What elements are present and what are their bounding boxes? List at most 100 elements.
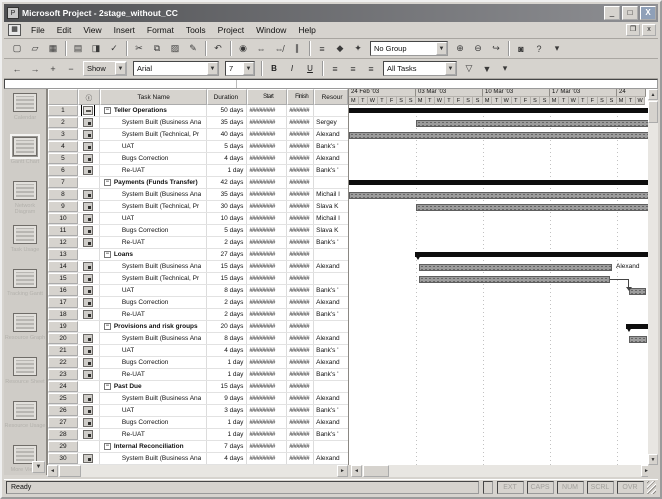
finish-cell[interactable]: ####### xyxy=(287,405,315,416)
indicator-cell[interactable] xyxy=(78,201,100,212)
column-header-duration[interactable]: Duration xyxy=(207,89,248,105)
table-row[interactable]: 12 Re-UAT 2 days ######### ####### Bank's ' xyxy=(48,237,348,249)
outdent-icon[interactable]: ← xyxy=(12,63,22,74)
start-cell[interactable]: ######### xyxy=(247,153,288,164)
indicator-cell[interactable] xyxy=(78,189,100,200)
indicator-cell[interactable] xyxy=(78,213,100,224)
summary-bar[interactable] xyxy=(626,324,652,329)
indicator-cell[interactable] xyxy=(78,129,100,140)
table-row[interactable]: 23 Re-UAT 1 day ######### ####### Bank's ' xyxy=(48,369,348,381)
indicator-cell[interactable] xyxy=(78,297,100,308)
resource-cell[interactable]: Bank's ' xyxy=(316,143,339,150)
task-name-cell[interactable]: − Past Due xyxy=(100,381,208,392)
indicator-cell[interactable] xyxy=(78,333,100,344)
collapse-icon[interactable]: − xyxy=(103,323,111,330)
start-cell[interactable]: ######### xyxy=(247,189,288,200)
resource-cell[interactable]: Sergey xyxy=(316,119,337,126)
doc-restore-button[interactable]: ❐ xyxy=(626,24,640,36)
resource-cell[interactable]: Michail I xyxy=(316,191,340,198)
resource-cell[interactable]: Bank's ' xyxy=(316,167,339,174)
indicator-cell[interactable] xyxy=(78,417,100,428)
duration-cell[interactable]: 8 days xyxy=(207,333,248,344)
task-name-cell[interactable]: System Built (Technical, Pr xyxy=(100,273,208,284)
indicator-cell[interactable] xyxy=(78,405,100,416)
chevron-down-icon[interactable]: ▼ xyxy=(243,62,254,75)
resource-cell[interactable] xyxy=(314,177,348,188)
duration-cell[interactable]: 20 days xyxy=(207,321,248,332)
column-header-task-name[interactable]: Task Name xyxy=(99,89,208,105)
duration-cell[interactable]: 2 days xyxy=(207,297,248,308)
show-dropdown[interactable]: Show ▼ xyxy=(83,61,127,76)
sidebar-item-resource-graph[interactable]: Resource Graph xyxy=(4,309,46,353)
duration-cell[interactable]: 35 days xyxy=(207,189,248,200)
resource-cell[interactable]: Slava K xyxy=(316,227,339,234)
task-bar[interactable] xyxy=(416,204,652,211)
table-row[interactable]: 19− Provisions and risk groups 20 days ####… xyxy=(48,321,348,333)
row-number-cell[interactable]: 17 xyxy=(48,297,78,308)
document-icon[interactable]: ▦ xyxy=(8,24,21,36)
indicator-cell[interactable] xyxy=(78,285,100,296)
table-row[interactable]: 13− Loans 27 days ######### ####### xyxy=(48,249,348,261)
row-number-cell[interactable]: 10 xyxy=(48,213,78,224)
resource-cell[interactable]: Bank's ' xyxy=(316,311,339,318)
row-number-cell[interactable]: 11 xyxy=(48,225,78,236)
close-button[interactable]: X xyxy=(640,6,656,20)
duration-cell[interactable]: 10 days xyxy=(207,213,248,224)
finish-cell[interactable]: ####### xyxy=(287,285,315,296)
column-header-finish[interactable]: Finish xyxy=(287,89,315,105)
vertical-scroll-thumb[interactable] xyxy=(648,101,658,123)
sidebar-item-more-views[interactable]: More Views xyxy=(4,441,46,475)
row-number-cell[interactable]: 12 xyxy=(48,237,78,248)
table-row[interactable]: 8 System Built (Business Ana 35 days ######… xyxy=(48,189,348,201)
task-bar[interactable] xyxy=(416,120,652,127)
indicator-cell[interactable] xyxy=(78,237,100,248)
chevron-down-icon[interactable]: ▼ xyxy=(207,62,218,75)
collapse-icon[interactable]: − xyxy=(103,179,111,186)
undo-icon[interactable]: ↶ xyxy=(214,43,222,53)
start-cell[interactable]: ######### xyxy=(247,213,288,224)
copy-icon[interactable]: ⧉ xyxy=(153,43,161,53)
menu-item-edit[interactable]: Edit xyxy=(56,25,72,35)
sidebar-item-gantt-chart[interactable]: Gantt Chart xyxy=(4,133,46,177)
row-number-cell[interactable]: 23 xyxy=(48,369,78,380)
underline-button[interactable]: U xyxy=(307,64,313,73)
indicator-column-header[interactable]: ⓘ xyxy=(77,89,100,105)
indicator-cell[interactable] xyxy=(78,117,100,128)
indicator-cell[interactable] xyxy=(78,369,100,380)
unlink-tasks-icon[interactable]: ⇎ xyxy=(274,43,284,54)
scroll-down-icon[interactable]: ▼ xyxy=(648,454,658,465)
start-cell[interactable]: ######### xyxy=(247,177,288,188)
task-name-cell[interactable]: UAT xyxy=(100,345,208,356)
zoom-in-icon[interactable]: ⊕ xyxy=(456,43,464,53)
viewbar-scroll-down-button[interactable]: ▼ xyxy=(32,461,45,473)
table-row[interactable]: 14 System Built (Business Ana 15 days #####… xyxy=(48,261,348,273)
table-row[interactable]: 9 System Built (Technical, Pr 30 days #####… xyxy=(48,201,348,213)
task-name-cell[interactable]: Re-UAT xyxy=(100,309,208,320)
duration-cell[interactable]: 30 days xyxy=(207,201,248,212)
collapse-icon[interactable]: − xyxy=(103,383,111,390)
chevron-down-icon[interactable]: ▼ xyxy=(445,62,456,75)
indicator-cell[interactable] xyxy=(78,393,100,404)
indicator-cell[interactable] xyxy=(78,441,100,452)
start-cell[interactable]: ######### xyxy=(247,201,288,212)
menu-item-tools[interactable]: Tools xyxy=(185,25,206,35)
start-cell[interactable]: ######### xyxy=(247,441,288,452)
finish-cell[interactable]: ####### xyxy=(287,189,315,200)
task-name-cell[interactable]: Re-UAT xyxy=(100,429,208,440)
more-buttons-icon[interactable]: ▾ xyxy=(554,43,560,53)
row-number-cell[interactable]: 4 xyxy=(48,141,78,152)
task-name-cell[interactable]: − Provisions and risk groups xyxy=(100,321,208,332)
task-name-cell[interactable]: System Built (Business Ana xyxy=(100,453,208,464)
finish-cell[interactable]: ####### xyxy=(287,429,315,440)
task-name-cell[interactable]: UAT xyxy=(100,141,208,152)
task-name-cell[interactable]: System Built (Business Ana xyxy=(100,261,208,272)
task-name-cell[interactable]: − Internal Reconciliation xyxy=(100,441,208,452)
resource-cell[interactable] xyxy=(314,321,348,332)
indicator-cell[interactable] xyxy=(78,453,100,464)
table-row[interactable]: 24− Past Due 15 days ######### ####### xyxy=(48,381,348,393)
align-left-icon[interactable]: ≡ xyxy=(332,63,338,74)
task-name-cell[interactable]: Re-UAT xyxy=(100,165,208,176)
gantt-wizard-icon[interactable]: ✦ xyxy=(354,43,362,53)
resource-cell[interactable] xyxy=(314,249,348,260)
finish-cell[interactable]: ####### xyxy=(287,441,315,452)
